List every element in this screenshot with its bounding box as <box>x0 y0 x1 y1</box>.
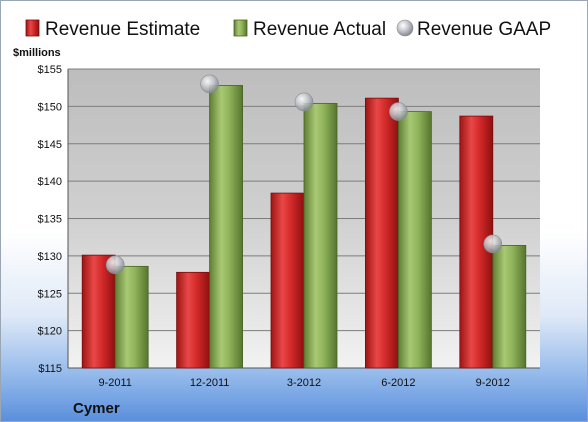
bar-revenue-estimate <box>176 271 211 369</box>
bar-revenue-estimate <box>364 97 399 369</box>
marker-revenue-gaap <box>389 102 408 121</box>
y-tick-label: $135 <box>38 214 62 226</box>
legend-label: Revenue Actual <box>253 19 386 40</box>
x-tick-label: 3-2012 <box>287 377 321 389</box>
x-tick-label: 6-2012 <box>381 377 415 389</box>
bar-revenue-estimate <box>270 192 305 369</box>
bar-revenue-actual <box>397 111 432 369</box>
x-tick-label: 9-2012 <box>476 377 510 389</box>
legend-swatch <box>233 19 248 37</box>
y-tick-label: $150 <box>38 101 62 113</box>
bar-revenue-actual <box>209 85 244 369</box>
bar-revenue-actual <box>492 245 527 369</box>
bar-revenue-actual <box>303 102 338 369</box>
y-tick-label: $145 <box>38 139 62 151</box>
y-tick-label: $115 <box>38 363 62 375</box>
x-tick-label: 9-2011 <box>98 377 131 389</box>
y-tick-label: $140 <box>38 176 62 188</box>
y-tick-label: $125 <box>38 288 62 300</box>
marker-revenue-gaap <box>483 234 503 254</box>
legend-swatch <box>396 19 414 37</box>
x-tick-label: 12-2011 <box>190 377 230 389</box>
y-tick-label: $120 <box>38 326 62 338</box>
marker-revenue-gaap <box>105 255 125 275</box>
bar-revenue-actual <box>114 265 149 369</box>
legend-label: Revenue Estimate <box>45 19 200 40</box>
company-label: Cymer <box>73 400 120 417</box>
marker-revenue-gaap <box>200 74 219 94</box>
y-tick-label: $130 <box>38 251 62 263</box>
y-unit-label: $millions <box>13 47 61 59</box>
legend-label: Revenue GAAP <box>417 19 551 40</box>
marker-revenue-gaap <box>294 92 314 112</box>
legend-swatch <box>25 19 40 37</box>
y-tick-label: $155 <box>38 64 62 76</box>
